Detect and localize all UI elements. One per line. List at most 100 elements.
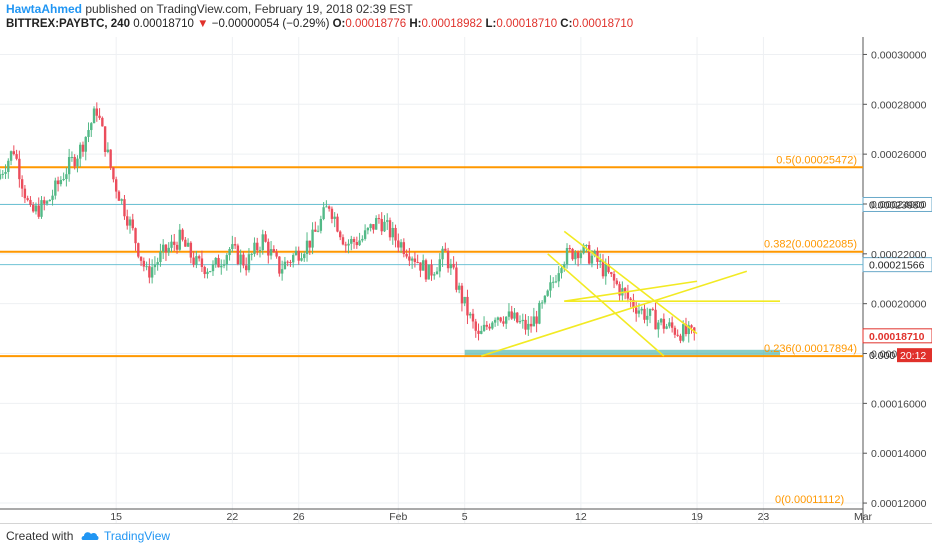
candle-body xyxy=(646,315,649,320)
candle-body xyxy=(59,179,63,185)
candle-body xyxy=(657,322,660,330)
author-link[interactable]: HawtaAhmed xyxy=(6,2,83,16)
candle-body xyxy=(269,249,273,256)
candle-body xyxy=(81,144,85,152)
candle-body xyxy=(535,316,538,324)
candle-body xyxy=(640,308,643,311)
candle-body xyxy=(593,250,596,256)
candle-body xyxy=(283,261,287,270)
candle-body xyxy=(34,205,38,212)
candle-body xyxy=(610,272,613,274)
candle-body xyxy=(380,218,383,232)
candle-body xyxy=(543,295,547,303)
candle-body xyxy=(0,174,2,180)
tradingview-brand-link[interactable]: TradingView xyxy=(104,529,171,543)
candle-body xyxy=(416,262,419,264)
candle-body xyxy=(289,262,292,264)
y-tick-label: 0.00012000 xyxy=(871,498,927,510)
candle-body xyxy=(529,323,533,327)
candle-body xyxy=(56,180,60,185)
candle-body xyxy=(98,115,101,118)
candle-body xyxy=(673,327,677,335)
candle-body xyxy=(554,281,558,283)
candle-body xyxy=(502,321,505,324)
candle-body xyxy=(84,136,87,152)
candle-body xyxy=(441,248,444,260)
candle-body xyxy=(516,312,519,323)
down-arrow-icon: ▼ xyxy=(197,18,209,30)
price-chart[interactable]: 0.5(0.00025472) 0.382(0.00022085) 0.236(0.… xyxy=(0,0,932,523)
candle-body xyxy=(272,249,276,253)
candle-body xyxy=(336,216,339,232)
candle-body xyxy=(424,260,428,280)
zone-axis-label: 0.000 xyxy=(869,350,895,362)
candle-body xyxy=(358,240,361,246)
candle-body xyxy=(1,173,4,175)
last-price-label: 0.00018710 xyxy=(869,331,925,343)
candle-body xyxy=(507,311,511,317)
candle-body xyxy=(206,271,209,275)
candle-body xyxy=(413,258,417,263)
candle-body xyxy=(156,262,159,265)
level-axis-tag xyxy=(862,257,932,273)
candle-body xyxy=(305,240,309,255)
candle-body xyxy=(665,326,668,329)
candle-body xyxy=(552,281,555,283)
candle-body xyxy=(493,319,497,323)
candle-body xyxy=(267,241,270,256)
candle-body xyxy=(485,324,489,327)
candle-body xyxy=(197,256,201,259)
candle-body xyxy=(319,218,323,231)
candle-body xyxy=(278,256,281,274)
tradingview-cloud-icon xyxy=(81,532,99,540)
candle-body xyxy=(308,240,311,248)
candle-body xyxy=(496,317,500,320)
candle-body xyxy=(40,200,43,217)
candle-body xyxy=(662,318,666,329)
candle-body xyxy=(540,302,544,304)
candle-body xyxy=(95,108,99,116)
fib-level-label: 0.236(0.00017894) xyxy=(764,343,857,355)
candle-body xyxy=(159,251,162,263)
candle-body xyxy=(527,323,530,330)
candle-body xyxy=(571,248,574,260)
candle-body xyxy=(327,206,331,209)
candle-body xyxy=(590,255,594,264)
candle-body xyxy=(178,229,181,250)
candle-body xyxy=(518,321,522,323)
candle-body xyxy=(250,253,253,255)
candle-body xyxy=(142,260,146,267)
candle-body xyxy=(361,238,364,241)
candle-body xyxy=(582,245,585,254)
candle-body xyxy=(576,252,580,259)
candle-body xyxy=(684,324,688,335)
candle-body xyxy=(15,154,18,159)
candle-body xyxy=(560,268,563,274)
candle-body xyxy=(524,319,527,330)
candle-body xyxy=(350,238,353,244)
candle-body xyxy=(366,227,370,231)
x-tick-label: Mar xyxy=(854,511,873,523)
candle-body xyxy=(546,290,549,296)
candle-body xyxy=(275,252,278,257)
candle-body xyxy=(422,260,425,271)
candle-body xyxy=(444,248,447,251)
candle-body xyxy=(325,206,328,208)
candle-body xyxy=(20,179,24,189)
candle-body xyxy=(264,234,267,242)
close-label: C: xyxy=(560,18,573,30)
candle-body xyxy=(153,264,157,268)
trendline xyxy=(563,230,698,335)
candle-body xyxy=(109,149,112,168)
candle-body xyxy=(634,307,638,314)
candle-body xyxy=(410,258,414,261)
candle-body xyxy=(615,280,619,285)
trendline xyxy=(547,253,665,357)
y-tick-label: 0.00026000 xyxy=(871,149,927,161)
candle-body xyxy=(314,229,317,232)
candle-body xyxy=(220,265,223,268)
candle-body xyxy=(203,267,206,275)
candle-body xyxy=(499,317,502,322)
candle-body xyxy=(29,199,32,205)
candle-body xyxy=(18,158,21,180)
